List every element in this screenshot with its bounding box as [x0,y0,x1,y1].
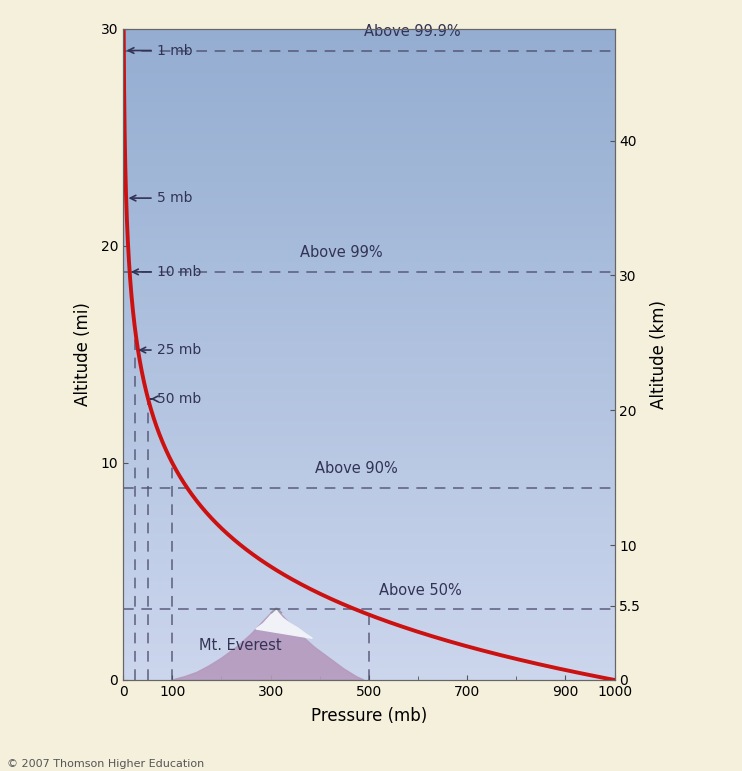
Text: 10 mb: 10 mb [133,265,201,279]
Y-axis label: Altitude (mi): Altitude (mi) [74,302,92,406]
Text: © 2007 Thomson Higher Education: © 2007 Thomson Higher Education [7,759,205,769]
Y-axis label: Altitude (km): Altitude (km) [650,300,668,409]
Text: Mt. Everest: Mt. Everest [200,638,282,653]
Polygon shape [256,608,312,638]
Text: 1 mb: 1 mb [128,43,192,58]
Polygon shape [172,608,364,680]
Text: Above 50%: Above 50% [378,583,462,598]
Text: Above 99%: Above 99% [300,245,383,260]
X-axis label: Pressure (mb): Pressure (mb) [311,707,427,726]
Text: 50 mb: 50 mb [151,392,201,406]
Text: 5 mb: 5 mb [131,191,192,205]
Text: Above 90%: Above 90% [315,461,398,476]
Text: 25 mb: 25 mb [140,343,201,357]
Text: Above 99.9%: Above 99.9% [364,24,461,39]
